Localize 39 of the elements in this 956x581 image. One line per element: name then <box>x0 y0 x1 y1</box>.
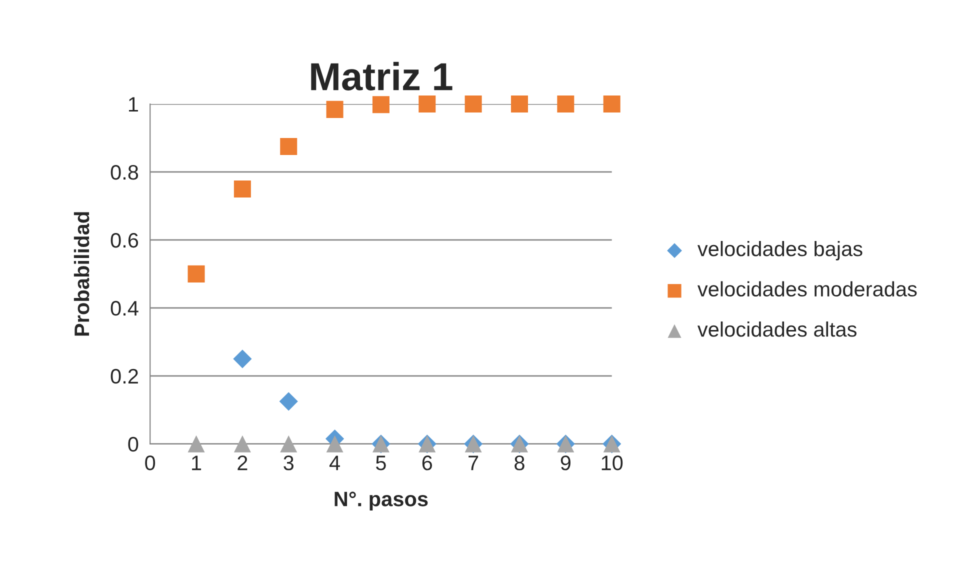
x-tick-label: 5 <box>376 456 386 470</box>
x-tick-label: 9 <box>560 456 570 470</box>
x-tick-label: 3 <box>284 456 294 470</box>
x-tick-label: 8 <box>514 456 524 470</box>
point <box>326 435 344 452</box>
point <box>510 95 528 113</box>
point <box>326 100 344 118</box>
chart-title: Matriz 1 <box>311 62 452 90</box>
x-tick-label: 6 <box>422 456 432 470</box>
x-tick-label: 1 <box>192 456 202 470</box>
y-tick-label: 0.8 <box>110 164 138 180</box>
y-tick-label: 0.6 <box>110 232 138 248</box>
y-tick-label: 0.4 <box>110 300 138 316</box>
point <box>464 95 482 113</box>
x-tick-label: 0 <box>145 456 156 470</box>
legend-label: velocidades bajas <box>698 240 862 260</box>
x-tick-label: 4 <box>329 456 340 470</box>
point <box>557 95 574 113</box>
y-tick-label: 0.2 <box>110 368 138 384</box>
point <box>418 95 436 113</box>
legend-label: velocidades altas <box>698 321 856 337</box>
point <box>372 96 390 114</box>
point <box>234 180 251 198</box>
point <box>188 265 205 282</box>
x-tick-label: 2 <box>238 456 248 470</box>
point <box>234 435 251 452</box>
x-tick-label: 7 <box>468 456 478 470</box>
x-tick-label: 10 <box>602 456 623 470</box>
y-tick-label: 0 <box>128 436 138 452</box>
legend-label: velocidades moderadas <box>698 281 917 297</box>
point <box>280 138 298 155</box>
x-axis-title: N°. pasos <box>334 492 428 511</box>
y-tick-label: 1 <box>128 97 138 112</box>
point <box>280 435 298 452</box>
point <box>279 392 298 411</box>
point <box>188 435 205 452</box>
point <box>603 95 620 113</box>
point <box>233 350 252 368</box>
y-axis-title: Probabilidad <box>74 212 90 336</box>
